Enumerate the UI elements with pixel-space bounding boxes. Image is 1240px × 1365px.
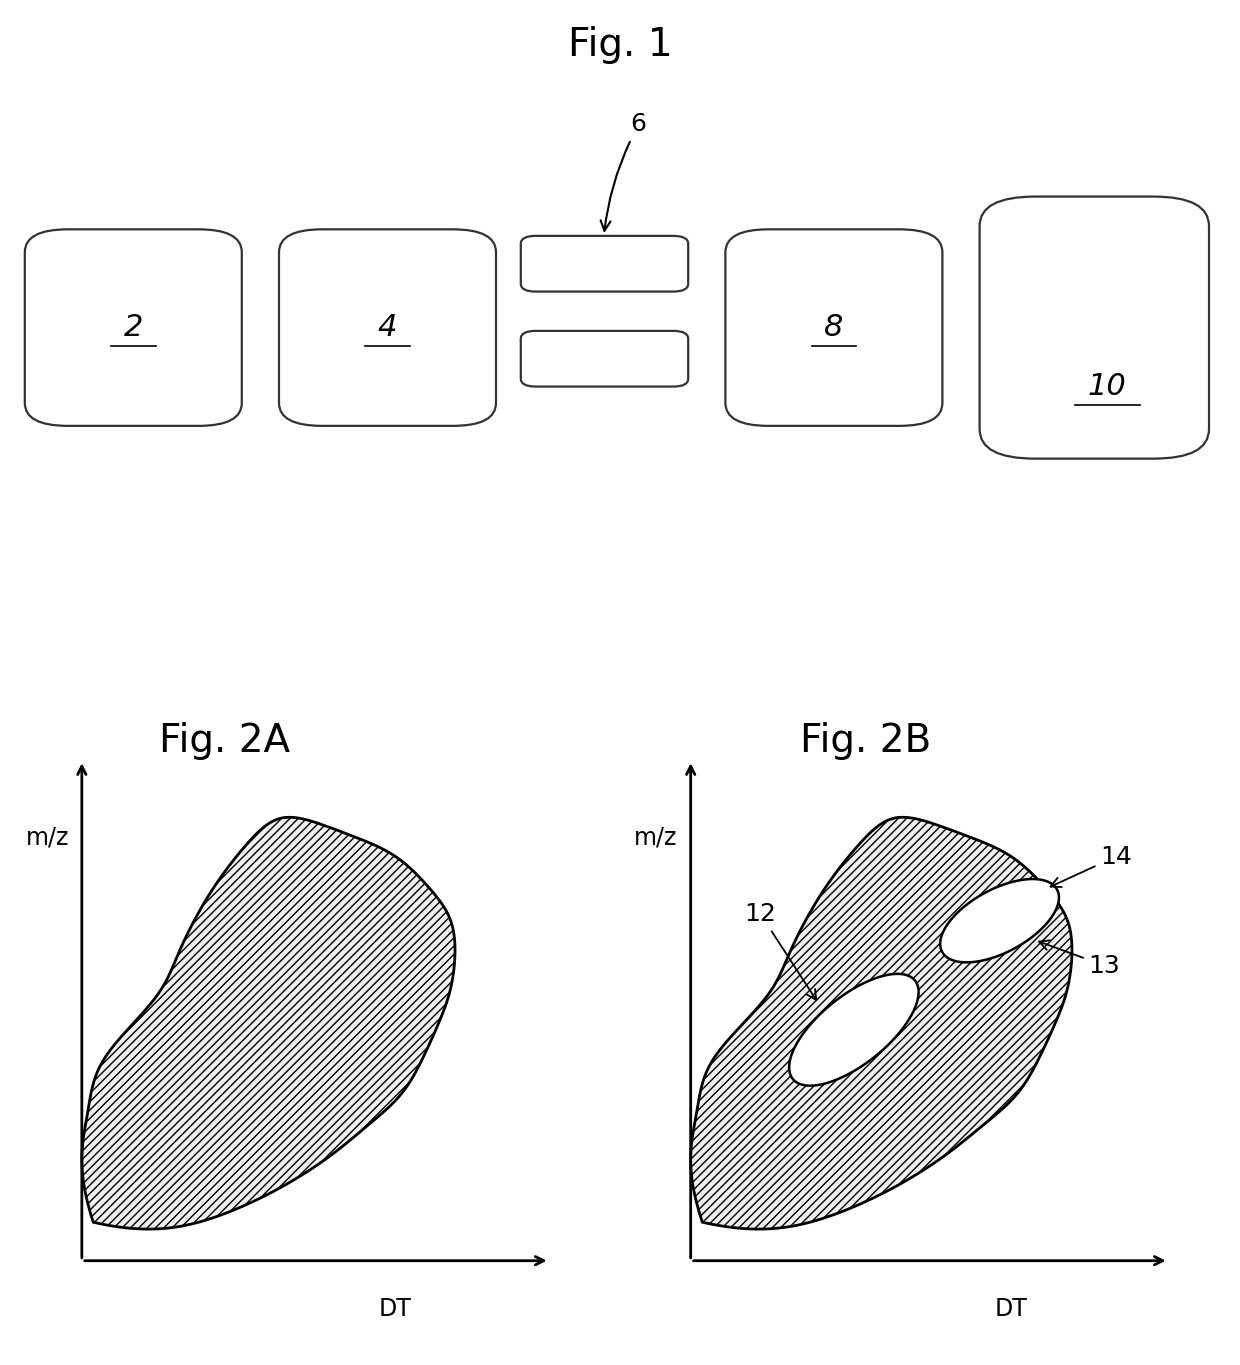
FancyBboxPatch shape xyxy=(25,229,242,426)
Text: Fig. 1: Fig. 1 xyxy=(568,26,672,64)
Text: 13: 13 xyxy=(1039,940,1121,977)
Text: 10: 10 xyxy=(1087,373,1127,401)
Text: 12: 12 xyxy=(745,902,816,1001)
Text: DT: DT xyxy=(994,1297,1028,1321)
FancyBboxPatch shape xyxy=(521,236,688,292)
Text: 14: 14 xyxy=(1050,845,1132,887)
Text: m/z: m/z xyxy=(634,826,677,849)
Text: Fig. 2B: Fig. 2B xyxy=(800,722,931,760)
Polygon shape xyxy=(82,818,455,1228)
Text: 8: 8 xyxy=(825,313,843,343)
FancyBboxPatch shape xyxy=(725,229,942,426)
Text: 4: 4 xyxy=(378,313,397,343)
Text: 6: 6 xyxy=(600,112,646,231)
Polygon shape xyxy=(789,973,919,1085)
FancyBboxPatch shape xyxy=(279,229,496,426)
Text: DT: DT xyxy=(379,1297,412,1321)
Text: Fig. 2A: Fig. 2A xyxy=(159,722,290,760)
Text: 2: 2 xyxy=(124,313,143,343)
FancyBboxPatch shape xyxy=(521,330,688,386)
Text: m/z: m/z xyxy=(26,826,69,849)
Polygon shape xyxy=(691,818,1073,1228)
FancyBboxPatch shape xyxy=(980,197,1209,459)
Polygon shape xyxy=(940,879,1059,962)
